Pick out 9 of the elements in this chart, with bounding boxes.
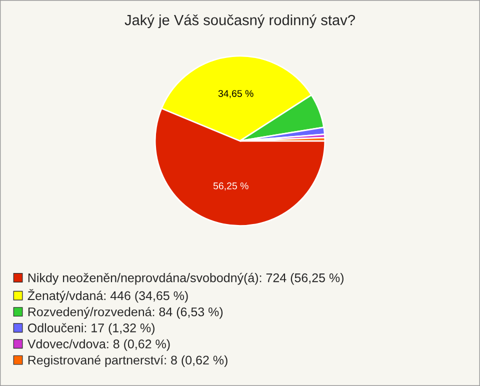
legend-label: Odloučeni: 17 (1,32 %) bbox=[28, 323, 154, 335]
chart-title: Jaký je Váš současný rodinný stav? bbox=[124, 14, 355, 28]
legend-label: Rozvedený/rozvedená: 84 (6,53 %) bbox=[28, 306, 223, 319]
data-label: 34,65 % bbox=[218, 90, 254, 98]
legend-label: Vdovec/vdova: 8 (0,62 %) bbox=[27, 339, 170, 351]
legend-label: Ženatý/vdaná: 446 (34,65 %) bbox=[28, 289, 188, 303]
legend-label: Registrované partnerství: 8 (0,62 %) bbox=[28, 355, 228, 368]
legend-label: Nikdy neoženěn/neprovdána/svobodný(á): 724 (56,25 %) bbox=[28, 272, 344, 285]
data-label: 56,25 % bbox=[213, 182, 248, 190]
